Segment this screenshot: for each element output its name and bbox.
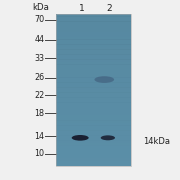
- Text: 26: 26: [34, 73, 44, 82]
- Text: 70: 70: [34, 15, 44, 24]
- Bar: [56, 128, 131, 131]
- Bar: [56, 148, 131, 151]
- Text: 22: 22: [34, 91, 44, 100]
- Bar: [56, 64, 131, 67]
- Bar: [56, 133, 131, 136]
- Bar: [56, 143, 131, 146]
- Ellipse shape: [72, 135, 89, 141]
- Text: 10: 10: [34, 149, 44, 158]
- Bar: [56, 102, 131, 105]
- Bar: [56, 135, 131, 138]
- FancyBboxPatch shape: [56, 14, 131, 166]
- Bar: [56, 138, 131, 141]
- Bar: [56, 163, 131, 166]
- Bar: [56, 67, 131, 70]
- Bar: [56, 95, 131, 98]
- Bar: [56, 90, 131, 93]
- Bar: [56, 156, 131, 158]
- Text: 1: 1: [79, 4, 85, 14]
- Bar: [56, 120, 131, 123]
- Bar: [56, 85, 131, 88]
- Bar: [56, 153, 131, 156]
- Bar: [56, 87, 131, 90]
- Bar: [56, 21, 131, 24]
- Bar: [56, 145, 131, 148]
- Ellipse shape: [94, 76, 114, 83]
- Bar: [56, 69, 131, 72]
- Bar: [56, 130, 131, 133]
- Bar: [56, 72, 131, 75]
- Bar: [56, 150, 131, 153]
- Bar: [56, 82, 131, 85]
- Bar: [56, 57, 131, 60]
- Bar: [56, 52, 131, 55]
- Bar: [56, 112, 131, 115]
- Text: 18: 18: [34, 109, 44, 118]
- Bar: [56, 26, 131, 29]
- Text: 14: 14: [34, 132, 44, 141]
- Bar: [56, 34, 131, 37]
- Bar: [56, 123, 131, 126]
- Bar: [56, 107, 131, 110]
- Bar: [56, 24, 131, 27]
- Bar: [56, 158, 131, 161]
- Bar: [56, 19, 131, 22]
- Bar: [56, 42, 131, 45]
- Bar: [56, 44, 131, 47]
- Bar: [56, 92, 131, 95]
- Bar: [56, 37, 131, 40]
- Bar: [56, 125, 131, 128]
- Bar: [56, 80, 131, 83]
- Bar: [56, 77, 131, 80]
- Text: 33: 33: [34, 54, 44, 63]
- Bar: [56, 32, 131, 35]
- Bar: [56, 161, 131, 164]
- Bar: [56, 47, 131, 50]
- Text: 2: 2: [106, 4, 112, 14]
- Bar: [56, 118, 131, 121]
- Bar: [56, 16, 131, 19]
- Bar: [56, 62, 131, 65]
- Bar: [56, 39, 131, 42]
- Bar: [56, 14, 131, 17]
- Bar: [56, 59, 131, 62]
- Bar: [56, 54, 131, 57]
- Bar: [56, 49, 131, 52]
- Text: 14kDa: 14kDa: [144, 137, 171, 146]
- Bar: [56, 110, 131, 113]
- Bar: [56, 100, 131, 103]
- Bar: [56, 115, 131, 118]
- Ellipse shape: [101, 135, 115, 140]
- Bar: [56, 29, 131, 32]
- Bar: [56, 97, 131, 100]
- Text: 44: 44: [34, 35, 44, 44]
- Text: kDa: kDa: [32, 3, 49, 12]
- Bar: [56, 140, 131, 143]
- Bar: [56, 14, 131, 166]
- Bar: [56, 75, 131, 78]
- Bar: [56, 105, 131, 108]
